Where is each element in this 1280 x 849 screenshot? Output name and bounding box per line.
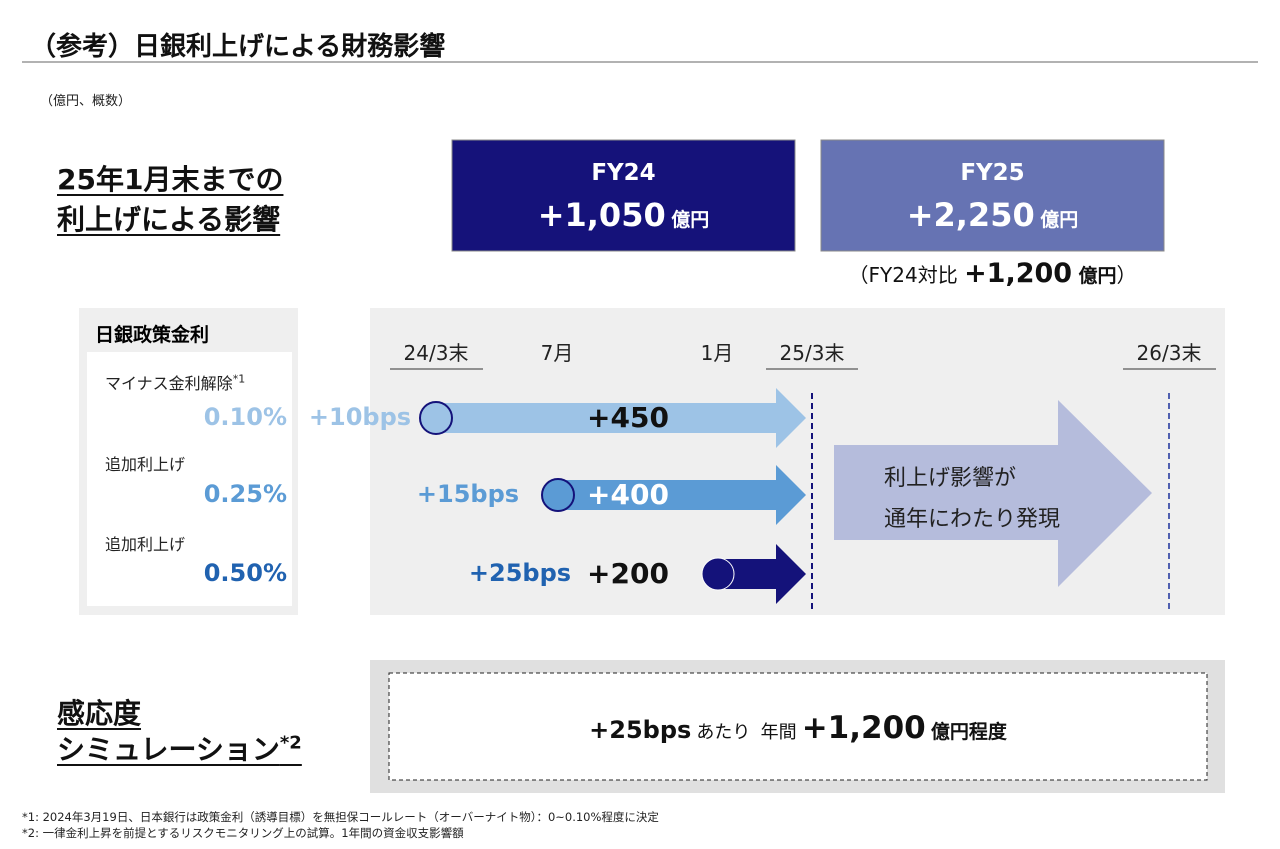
arrow [558, 465, 806, 525]
value: +1,200 [964, 258, 1073, 289]
impact: +400 [587, 478, 669, 511]
timeline-label: 24/3末 [403, 341, 469, 365]
fy24-box [451, 139, 796, 252]
timeline-label: 26/3末 [1136, 341, 1202, 365]
full-year-arrow [834, 400, 1152, 587]
impact: +450 [587, 401, 669, 434]
full-year-text: 利上げ影響が通年にわたり発現 [884, 458, 1060, 540]
unit: 億円程度 [930, 721, 1007, 743]
rate-label: 追加利上げ [105, 451, 185, 475]
fy-label: FY25 [960, 160, 1025, 186]
annual: 年間 [760, 722, 797, 743]
value: +1,050 [537, 196, 666, 234]
sensitivity-text: +25bps あたり 年間 +1,200 億円程度 [389, 710, 1207, 746]
value: +1,200 [801, 710, 926, 746]
bps: +10bps [308, 403, 412, 431]
arrow [436, 388, 806, 448]
rate: 0.50% [203, 559, 287, 587]
value: +2,250 [906, 196, 1035, 234]
fy-label: FY24 [591, 160, 656, 186]
line: シミュレーション [57, 733, 280, 766]
policy-inner [87, 352, 292, 606]
start-dot [541, 478, 575, 512]
impact-heading: 25年1月末までの [57, 163, 284, 196]
impact-heading: 利上げによる影響 [57, 203, 281, 236]
fy-value: +2,250 億円 [821, 196, 1164, 234]
footnote: *1: 2024年3月19日、日本銀行は政策金利（誘導目標）を無担保コールレート… [22, 810, 659, 824]
label: 追加利上げ [105, 455, 186, 474]
unit-note: （億円、概数） [40, 94, 132, 109]
prefix: （FY24対比 [848, 263, 958, 287]
unit: 億円 [1040, 209, 1079, 231]
bps: +15bps [416, 480, 520, 508]
line: 利上げ影響が [884, 466, 1017, 491]
line: 通年にわたり発現 [884, 507, 1061, 532]
timeline-label: 7月 [540, 341, 574, 365]
rate-label: 追加利上げ [105, 531, 185, 555]
start-dot [701, 557, 735, 591]
fy-compare: （FY24対比 +1,200 億円） [821, 258, 1164, 289]
arrow [718, 544, 806, 604]
fy-value: +1,050 億円 [452, 196, 795, 234]
note: *1 [232, 372, 246, 386]
rate-label: マイナス金利解除*1 [105, 370, 245, 394]
label: 追加利上げ [105, 535, 186, 554]
sensitivity-box [388, 672, 1208, 781]
title: （参考）日銀利上げによる財務影響 [30, 32, 446, 62]
note: *2 [279, 732, 302, 754]
footnote: *2: 一律金利上昇を前提とするリスクモニタリング上の試算。1年間の資金収支影響… [22, 826, 464, 840]
fy25-box [820, 139, 1165, 252]
rate: 0.25% [203, 480, 287, 508]
bps: +25bps [468, 559, 572, 587]
label: マイナス金利解除 [105, 374, 233, 393]
impact: +200 [587, 557, 669, 590]
unit: 億円 [671, 209, 710, 231]
suffix: ） [1116, 263, 1137, 287]
timeline-label: 1月 [700, 341, 734, 365]
start-dot [419, 401, 453, 435]
sensitivity-heading: 感応度 [57, 697, 142, 730]
unit: 億円 [1078, 265, 1117, 287]
timeline-label: 25/3末 [779, 341, 845, 365]
rate: 0.10% [203, 403, 287, 431]
per: あたり [696, 722, 751, 743]
sensitivity-heading: シミュレーション*2 [57, 728, 302, 768]
policy-heading: 日銀政策金利 [95, 324, 210, 346]
bps: +25bps [589, 716, 692, 744]
